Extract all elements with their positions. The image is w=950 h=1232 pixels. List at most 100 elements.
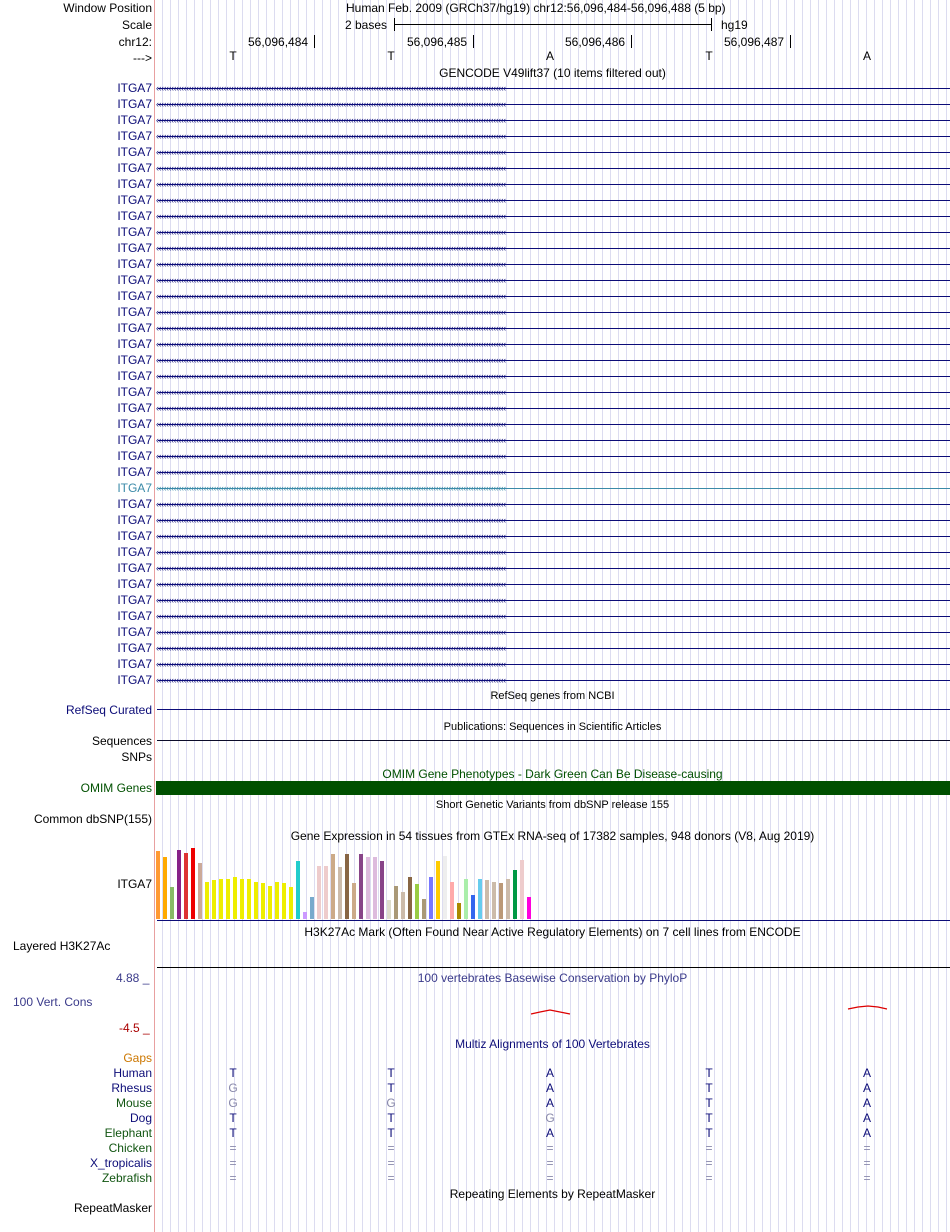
gencode-gene-line[interactable] <box>158 584 950 585</box>
gtex-tissue-bar[interactable] <box>219 879 223 919</box>
gtex-tissue-bar[interactable] <box>254 882 258 919</box>
gencode-gene-label[interactable]: ITGA7 <box>117 529 152 543</box>
gencode-gene-line[interactable] <box>158 632 950 633</box>
gtex-tissue-bar[interactable] <box>338 867 342 919</box>
gencode-gene-label[interactable]: ITGA7 <box>117 609 152 623</box>
sequences-line[interactable] <box>157 740 950 741</box>
gencode-gene-label[interactable]: ITGA7 <box>117 369 152 383</box>
gencode-gene-label[interactable]: ITGA7 <box>117 241 152 255</box>
gtex-tissue-bar[interactable] <box>436 861 440 919</box>
gencode-gene-label[interactable]: ITGA7 <box>117 433 152 447</box>
gtex-tissue-bar[interactable] <box>366 857 370 919</box>
gencode-gene-line[interactable] <box>158 520 950 521</box>
gtex-tissue-bar[interactable] <box>492 882 496 919</box>
gtex-track-label[interactable]: ITGA7 <box>117 877 152 891</box>
gencode-gene-label[interactable]: ITGA7 <box>117 81 152 95</box>
gencode-gene-line[interactable] <box>158 616 950 617</box>
conservation-track-label[interactable]: 100 Vert. Cons <box>13 995 93 1009</box>
repeatmasker-track-label[interactable]: RepeatMasker <box>73 1201 152 1215</box>
gtex-tissue-bar[interactable] <box>184 853 188 919</box>
gtex-tissue-bar[interactable] <box>303 912 307 919</box>
gencode-gene-label[interactable]: ITGA7 <box>117 161 152 175</box>
gencode-gene-line[interactable] <box>158 328 950 329</box>
gtex-tissue-bar[interactable] <box>331 854 335 919</box>
gtex-tissue-bar[interactable] <box>499 883 503 919</box>
gencode-gene-label[interactable]: ITGA7 <box>117 545 152 559</box>
gtex-tissue-bar[interactable] <box>212 880 216 919</box>
h3k27ac-track-label[interactable]: Layered H3K27Ac <box>13 939 111 953</box>
gencode-gene-line[interactable] <box>158 408 950 409</box>
gencode-gene-line[interactable] <box>158 360 950 361</box>
gencode-gene-label[interactable]: ITGA7 <box>117 401 152 415</box>
gencode-gene-label[interactable]: ITGA7 <box>117 385 152 399</box>
gencode-gene-line[interactable] <box>158 376 950 377</box>
gencode-gene-line[interactable] <box>158 312 950 313</box>
gencode-gene-line[interactable] <box>158 200 950 201</box>
gencode-gene-line[interactable] <box>158 152 950 153</box>
gencode-gene-label[interactable]: ITGA7 <box>117 209 152 223</box>
species-label[interactable]: Dog <box>129 1111 152 1125</box>
gtex-tissue-bar[interactable] <box>457 903 461 919</box>
gtex-tissue-bar[interactable] <box>191 848 195 919</box>
gencode-gene-line[interactable] <box>158 296 950 297</box>
gtex-tissue-bar[interactable] <box>233 877 237 919</box>
species-label[interactable]: Human <box>113 1066 152 1080</box>
gencode-gene-line[interactable] <box>158 504 950 505</box>
gencode-gene-label[interactable]: ITGA7 <box>117 177 152 191</box>
dbsnp-track-label[interactable]: Common dbSNP(155) <box>33 812 152 826</box>
gtex-tissue-bar[interactable] <box>471 895 475 919</box>
gencode-gene-line[interactable] <box>158 184 950 185</box>
gencode-gene-line[interactable] <box>158 344 950 345</box>
gtex-tissue-bar[interactable] <box>401 892 405 919</box>
gencode-gene-label[interactable]: ITGA7 <box>117 593 152 607</box>
gencode-gene-line[interactable] <box>158 440 950 441</box>
omim-gene-block[interactable] <box>156 781 950 795</box>
gtex-tissue-bar[interactable] <box>450 882 454 919</box>
gtex-tissue-bar[interactable] <box>268 886 272 919</box>
gencode-gene-label[interactable]: ITGA7 <box>117 305 152 319</box>
gencode-gene-line[interactable] <box>158 664 950 665</box>
gencode-gene-label[interactable]: ITGA7 <box>117 145 152 159</box>
gencode-gene-label[interactable]: ITGA7 <box>117 257 152 271</box>
gencode-gene-line[interactable] <box>158 248 950 249</box>
gencode-gene-label[interactable]: ITGA7 <box>117 193 152 207</box>
gencode-gene-line[interactable] <box>158 488 950 489</box>
gencode-gene-line[interactable] <box>158 456 950 457</box>
gtex-tissue-bar[interactable] <box>352 883 356 919</box>
gtex-tissue-bar[interactable] <box>387 900 391 919</box>
gtex-tissue-bar[interactable] <box>198 863 202 919</box>
gtex-tissue-bar[interactable] <box>163 857 167 919</box>
gtex-tissue-bar[interactable] <box>429 877 433 919</box>
gtex-tissue-bar[interactable] <box>443 856 447 919</box>
gencode-gene-line[interactable] <box>158 120 950 121</box>
gencode-gene-label[interactable]: ITGA7 <box>117 113 152 127</box>
gencode-gene-line[interactable] <box>158 104 950 105</box>
sequences-track-label[interactable]: Sequences <box>91 734 152 748</box>
gencode-gene-label[interactable]: ITGA7 <box>117 337 152 351</box>
gtex-tissue-bar[interactable] <box>394 886 398 919</box>
gencode-gene-line[interactable] <box>158 168 950 169</box>
gtex-tissue-bar[interactable] <box>513 870 517 919</box>
gtex-tissue-bar[interactable] <box>422 899 426 919</box>
gtex-tissue-bar[interactable] <box>415 884 419 919</box>
gencode-gene-label[interactable]: ITGA7 <box>117 481 152 495</box>
gencode-gene-label[interactable]: ITGA7 <box>117 561 152 575</box>
gtex-bar-chart[interactable] <box>156 844 536 919</box>
gencode-gene-label[interactable]: ITGA7 <box>117 657 152 671</box>
gencode-gene-line[interactable] <box>158 680 950 681</box>
gtex-tissue-bar[interactable] <box>275 882 279 919</box>
gtex-tissue-bar[interactable] <box>345 854 349 919</box>
refseq-track-label[interactable]: RefSeq Curated <box>65 703 152 717</box>
gtex-tissue-bar[interactable] <box>240 879 244 919</box>
gtex-tissue-bar[interactable] <box>324 866 328 919</box>
gencode-gene-line[interactable] <box>158 424 950 425</box>
gencode-gene-line[interactable] <box>158 536 950 537</box>
species-label[interactable]: Elephant <box>104 1126 152 1140</box>
gencode-gene-label[interactable]: ITGA7 <box>117 577 152 591</box>
species-label[interactable]: Rhesus <box>111 1081 152 1095</box>
gencode-gene-label[interactable]: ITGA7 <box>117 273 152 287</box>
reference-base[interactable]: T <box>387 49 395 63</box>
gtex-tissue-bar[interactable] <box>247 879 251 919</box>
species-label[interactable]: Zebrafish <box>101 1171 152 1185</box>
gtex-tissue-bar[interactable] <box>408 877 412 919</box>
